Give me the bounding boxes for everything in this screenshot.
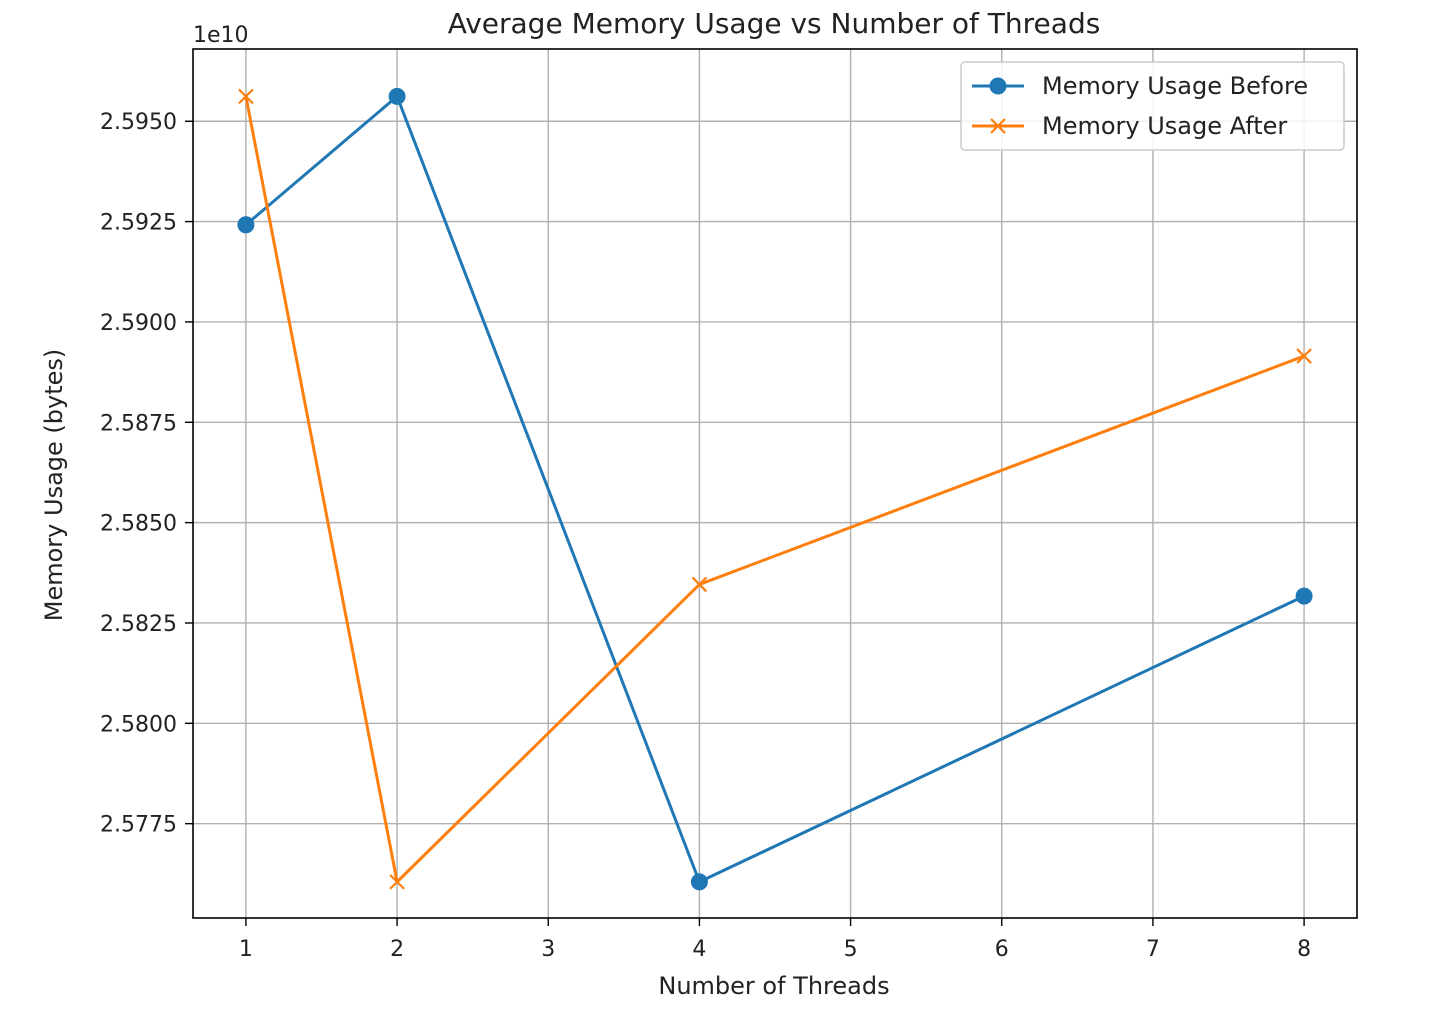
data-point bbox=[389, 874, 405, 890]
data-point bbox=[1296, 348, 1312, 364]
x-axis: 1 2 3 4 5 6 7 8 bbox=[239, 918, 1311, 962]
x-tick-label: 3 bbox=[541, 937, 555, 962]
series-line bbox=[244, 96, 1305, 884]
y-tick-label: 2.5900 bbox=[100, 311, 177, 336]
legend-label: Memory Usage After bbox=[1042, 112, 1287, 140]
x-tick-label: 8 bbox=[1297, 937, 1311, 962]
y-tick-label: 2.5825 bbox=[100, 612, 177, 637]
legend: Memory Usage Before Memory Usage After bbox=[960, 61, 1345, 151]
x-tick-label: 1 bbox=[239, 937, 253, 962]
y-axis-offset-label: 1e10 bbox=[193, 23, 249, 48]
y-axis: 2.5775 2.5800 2.5825 2.5850 2.5875 2.5900 2.59… bbox=[100, 110, 193, 838]
data-point bbox=[691, 576, 708, 593]
y-tick-label: 2.5875 bbox=[100, 411, 177, 436]
x-axis-title: Number of Threads bbox=[658, 972, 889, 1000]
data-point bbox=[1295, 587, 1313, 605]
y-tick-label: 2.5925 bbox=[100, 211, 177, 236]
legend-entry: Memory Usage After bbox=[972, 112, 1287, 140]
legend-marker bbox=[990, 118, 1006, 134]
data-point bbox=[238, 88, 254, 105]
x-tick-label: 7 bbox=[1146, 937, 1160, 962]
y-tick-label: 2.5950 bbox=[100, 110, 177, 135]
series-line bbox=[244, 94, 1305, 884]
series-layer bbox=[237, 87, 1313, 891]
x-tick-label: 4 bbox=[692, 937, 706, 962]
x-tick-label: 5 bbox=[844, 937, 858, 962]
data-point bbox=[237, 216, 255, 234]
y-tick-label: 2.5850 bbox=[100, 512, 177, 537]
data-point bbox=[388, 87, 406, 105]
legend-box bbox=[960, 61, 1345, 151]
series-memory-before bbox=[237, 87, 1313, 891]
y-axis-title: Memory Usage (bytes) bbox=[40, 349, 68, 621]
plot-area-frame bbox=[192, 48, 1358, 919]
y-tick-label: 2.5775 bbox=[100, 813, 177, 838]
x-tick-label: 2 bbox=[390, 937, 404, 962]
legend-marker bbox=[989, 77, 1007, 95]
y-tick-label: 2.5800 bbox=[100, 712, 177, 737]
chart-title: Average Memory Usage vs Number of Thread… bbox=[448, 7, 1101, 40]
series-memory-after bbox=[238, 88, 1312, 890]
legend-entry: Memory Usage Before bbox=[972, 72, 1308, 100]
grid-lines bbox=[193, 49, 1357, 918]
data-point bbox=[690, 873, 708, 891]
legend-label: Memory Usage Before bbox=[1042, 72, 1308, 100]
x-tick-label: 6 bbox=[995, 937, 1009, 962]
